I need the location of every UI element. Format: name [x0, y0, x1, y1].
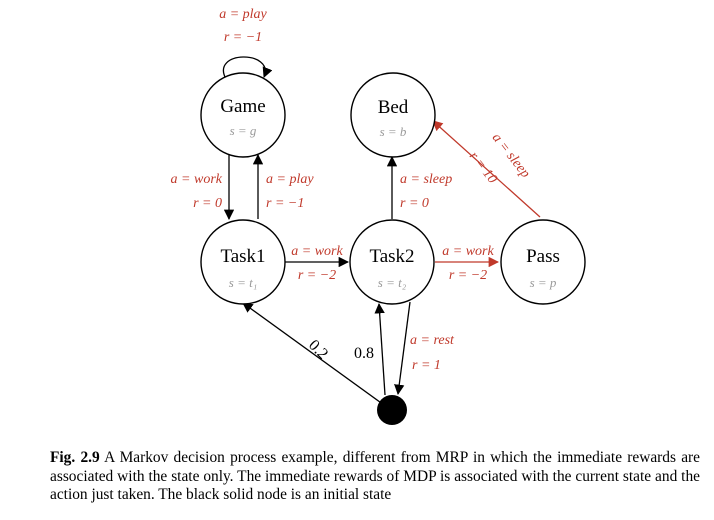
node-bed: Bed s = b	[350, 72, 436, 158]
node-task2-name: Task2	[369, 246, 414, 267]
label-task1-task2-action: a = work	[291, 244, 343, 259]
label-game-task1-reward: r = 0	[193, 196, 222, 211]
node-task2-sub: s = t₂	[378, 275, 407, 290]
node-pass-name: Pass	[526, 246, 560, 267]
edge-start-to-task2	[374, 302, 386, 396]
label-task1-game-reward: r = −1	[266, 196, 304, 211]
node-task1-sub: s = t₁	[229, 275, 257, 290]
edge-task2-to-start	[394, 301, 411, 396]
label-task2-pass-action: a = work	[442, 244, 494, 259]
figure-caption-text: A Markov decision process example, diffe…	[50, 449, 700, 503]
label-pass-bed-reward: r = 10	[466, 149, 500, 187]
label-task2-bed-reward: r = 0	[400, 196, 429, 211]
node-pass-sub: s = p	[530, 275, 557, 290]
label-task2-pass-reward: r = −2	[449, 268, 487, 283]
label-task2-bed-action: a = sleep	[400, 172, 452, 187]
node-game-sub: s = g	[230, 123, 257, 138]
label-task2-start-action: a = rest	[410, 333, 455, 348]
mdp-diagram: Game s = g Bed s = b Task1 s = t₁ Task2 …	[171, 7, 586, 425]
node-pass: Pass s = p	[500, 219, 586, 305]
label-task1-game-action: a = play	[266, 172, 314, 187]
node-task1: Task1 s = t₁	[200, 219, 286, 305]
label-game-task1-action: a = work	[171, 172, 223, 187]
label-start-task2-prob: 0.8	[354, 345, 374, 362]
node-bed-sub: s = b	[380, 124, 407, 139]
label-start-task1-prob: 0.2	[305, 337, 331, 363]
initial-state-node	[377, 395, 407, 425]
label-task2-start-reward: r = 1	[412, 358, 441, 373]
node-bed-name: Bed	[378, 97, 409, 118]
edge-start-to-task1	[242, 302, 385, 406]
edge-game-self-loop	[222, 56, 273, 80]
node-game-name: Game	[220, 96, 265, 117]
label-task1-task2-reward: r = −2	[298, 268, 336, 283]
edge-pass-to-bed	[432, 120, 541, 218]
figure-caption: Fig. 2.9 A Markov decision process examp…	[50, 449, 700, 505]
figure-caption-label: Fig. 2.9	[50, 449, 100, 466]
label-game-self-reward: r = −1	[224, 30, 262, 45]
node-game: Game s = g	[200, 72, 286, 158]
node-task1-name: Task1	[220, 246, 265, 267]
label-game-self-action: a = play	[219, 7, 267, 22]
node-task2: Task2 s = t₂	[349, 219, 435, 305]
